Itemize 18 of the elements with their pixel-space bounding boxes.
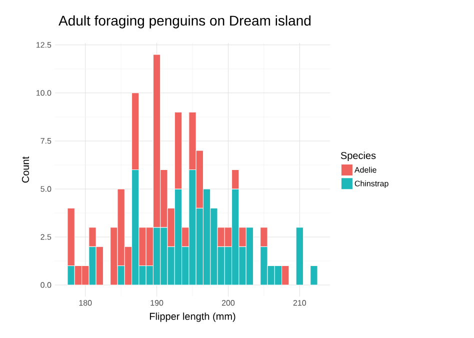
y-tick-label: 5.0 bbox=[40, 186, 52, 192]
legend-title: Species bbox=[340, 152, 376, 162]
x-tick-label: 180 bbox=[79, 300, 92, 306]
x-tick-label: 190 bbox=[150, 300, 164, 306]
legend-label: Adelie bbox=[354, 166, 376, 173]
bar bbox=[296, 227, 304, 286]
bar bbox=[310, 266, 318, 286]
y-tick-label: 0.0 bbox=[40, 282, 52, 288]
y-tick-label: 10.0 bbox=[36, 90, 52, 96]
x-tick-label: 210 bbox=[293, 300, 306, 306]
y-axis-title: Count bbox=[22, 156, 30, 183]
legend-label: Chinstrap bbox=[354, 180, 388, 188]
x-axis-title: Flipper length (mm) bbox=[150, 312, 236, 322]
chart-title: Adult foraging penguins on Dream island bbox=[58, 15, 311, 28]
x-tick-label: 200 bbox=[222, 300, 235, 306]
y-tick-label: 7.5 bbox=[40, 138, 52, 144]
y-tick-label: 2.5 bbox=[40, 234, 52, 240]
y-tick-label: 12.5 bbox=[36, 42, 52, 48]
